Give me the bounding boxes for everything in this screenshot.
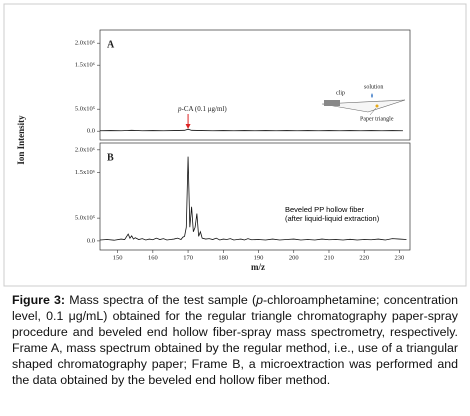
solution-drop — [371, 93, 373, 98]
caption-label: Figure 3: — [12, 293, 66, 307]
x-tick-label: 150 — [113, 254, 123, 261]
panel-label: B — [107, 152, 114, 163]
annotation-line: Beveled PP hollow fiber — [285, 205, 365, 214]
plot-frame — [99, 142, 411, 251]
inset-label: solution — [364, 84, 383, 90]
x-tick-label: 190 — [254, 254, 264, 261]
figure-border — [3, 3, 467, 287]
y-tick-label: 0.0 — [87, 237, 95, 244]
y-tick-label: 2.0x10⁶ — [75, 40, 95, 47]
y-tick-label: 2.0x10⁶ — [75, 146, 95, 153]
annotation-arrowhead — [185, 124, 191, 129]
x-tick-label: 230 — [395, 254, 405, 261]
panel-label: A — [107, 39, 115, 50]
figure: solution clip Paper triangle Ion Intensi… — [3, 3, 467, 287]
y-tick-label: 1.5x10⁶ — [75, 169, 95, 176]
x-tick-label: 170 — [183, 254, 193, 261]
x-tick-label: 180 — [218, 254, 228, 261]
x-tick-label: 160 — [148, 254, 158, 261]
y-tick-label: 5.0x10⁵ — [75, 215, 95, 222]
annotation-italic: p — [177, 105, 182, 113]
spectrum-line — [99, 128, 403, 132]
caption-italic: p — [256, 293, 264, 307]
x-axis-label: m/z — [251, 262, 265, 272]
caption-text: -chloroamphetamine; concentration level,… — [12, 293, 459, 387]
x-tick-label: 220 — [359, 254, 369, 261]
annotation-line: (after liquid-liquid extraction) — [285, 214, 380, 223]
annotation-text: -CA (0.1 μg/ml) — [182, 105, 228, 113]
caption-text: Mass spectra of the test sample ( — [69, 293, 257, 307]
pointer — [369, 107, 377, 116]
inset-label: Paper triangle — [360, 116, 394, 122]
y-tick-label: 0.0 — [87, 128, 95, 135]
clip-shape — [324, 100, 340, 106]
paper-triangle — [321, 99, 406, 113]
y-tick-label: 1.5x10⁶ — [75, 62, 95, 69]
x-tick-label: 200 — [289, 254, 299, 261]
plot-frame — [99, 29, 411, 141]
y-axis-label: Ion Intensity — [16, 115, 26, 165]
peak-annotation: p-CA (0.1 μg/ml) — [177, 105, 227, 113]
x-tick-label: 210 — [324, 254, 334, 261]
y-tick-label: 5.0x10⁵ — [75, 106, 95, 113]
spot — [375, 104, 379, 108]
spectrum-line — [99, 156, 407, 241]
caption: Figure 3: Mass spectra of the test sampl… — [12, 292, 458, 388]
inset-diagram — [321, 93, 406, 116]
inset-label: clip — [336, 90, 345, 96]
